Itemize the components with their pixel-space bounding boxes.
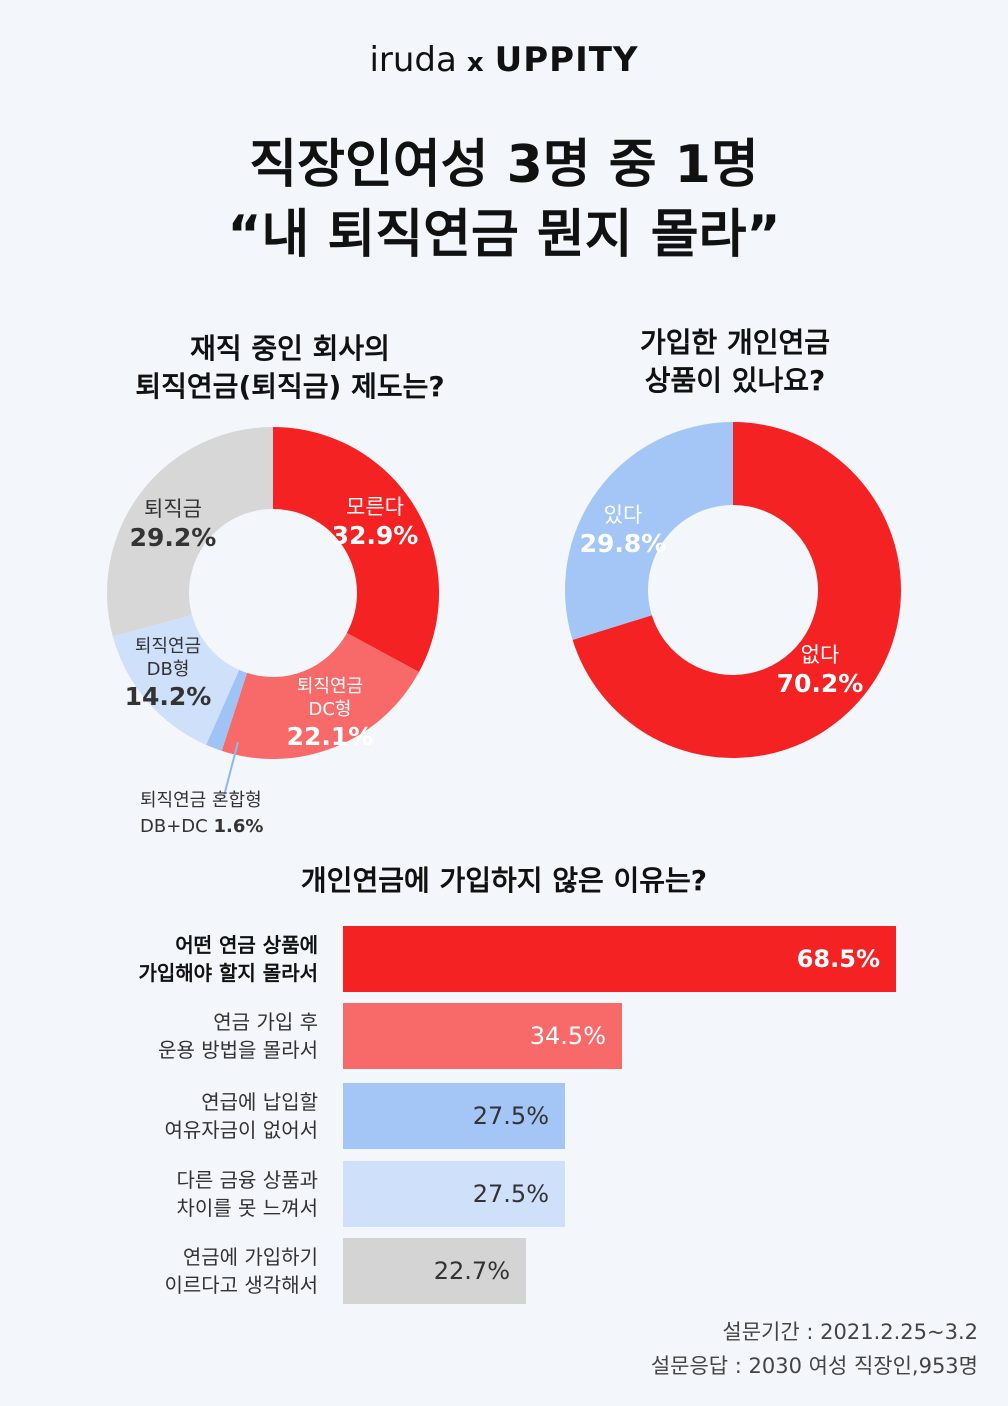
- bar-3: 27.5%: [343, 1161, 565, 1227]
- brand-iruda: iruda: [369, 40, 457, 80]
- bar-label-3-line2: 차이를 못 느껴서: [176, 1196, 318, 1220]
- bar-value-0: 68.5%: [796, 945, 880, 973]
- donut2-title: 가입한 개인연금 상품이 있나요?: [540, 324, 930, 400]
- bar-value-1: 34.5%: [529, 1022, 606, 1050]
- donut2-label-yes-value: 29.8%: [579, 529, 667, 559]
- donut2-label-no-text: 없다: [800, 643, 840, 667]
- donut1-label-unknown-text: 모른다: [346, 495, 404, 519]
- survey-respondents: 설문응답 : 2030 여성 직장인,953명: [650, 1354, 978, 1378]
- donut1-title-line2: 퇴직연금(퇴직금) 제도는?: [135, 370, 445, 403]
- donut2-label-no: 없다 70.2%: [765, 642, 875, 700]
- donut1-label-db-line1: 퇴직연금: [134, 636, 202, 657]
- donut1-label-severance-value: 29.2%: [129, 523, 217, 553]
- brand-x: x: [466, 48, 485, 78]
- donut1-label-severance: 퇴직금 29.2%: [118, 496, 228, 554]
- donut1-title-line1: 재직 중인 회사의: [190, 332, 390, 365]
- donut1-chart: [107, 422, 901, 797]
- bar-label-4-line2: 이르다고 생각해서: [164, 1273, 318, 1297]
- bar-label-2-line2: 여유자금이 없어서: [164, 1118, 318, 1142]
- donut1-label-db-value: 14.2%: [124, 682, 212, 711]
- bar-label-0-line1: 어떤 연금 상품에: [175, 933, 318, 957]
- donut2-label-yes-text: 있다: [603, 503, 643, 527]
- donut1-label-dc-value: 22.1%: [286, 722, 374, 751]
- bar-2: 27.5%: [343, 1083, 565, 1149]
- donut1-label-dc-line2: DC형: [308, 698, 352, 720]
- donut1-slice-2: [206, 669, 248, 751]
- bar-label-4-line1: 연금에 가입하기: [182, 1245, 318, 1269]
- donut1-label-unknown: 모른다 32.9%: [320, 494, 430, 552]
- bar-label-3-line1: 다른 금융 상품과: [176, 1168, 318, 1192]
- donut2-slice-0: [572, 422, 901, 758]
- bar-label-1-line1: 연금 가입 후: [213, 1010, 318, 1034]
- donut1-slice-4: [107, 427, 274, 637]
- donut1-label-mixed-value: 1.6%: [213, 816, 264, 837]
- bar-value-4: 22.7%: [433, 1257, 510, 1285]
- donut1-mixed-leader-line: [223, 741, 239, 797]
- donut1-slice-1: [221, 633, 419, 759]
- donut1-label-unknown-value: 32.9%: [331, 521, 419, 551]
- survey-period: 설문기간 : 2021.2.25~3.2: [722, 1320, 978, 1344]
- donut2-title-line1: 가입한 개인연금: [639, 326, 831, 359]
- donut1-slice-3: [112, 614, 240, 745]
- donut1-label-db-line2: DB형: [146, 658, 190, 680]
- bar-value-2: 27.5%: [472, 1102, 549, 1130]
- bar-0: 68.5%: [343, 926, 896, 992]
- donut2-label-no-value: 70.2%: [776, 669, 864, 699]
- bar-label-2-line1: 연급에 납입할: [201, 1090, 318, 1114]
- bar-4: 22.7%: [343, 1238, 526, 1304]
- donut1-label-mixed-line2: DB+DC 1.6%: [140, 814, 340, 840]
- main-title-line1: 직장인여성 3명 중 1명: [249, 135, 759, 195]
- main-title-line2: “내 퇴직연금 뭔지 몰라”: [227, 205, 781, 265]
- donut2-slice-1: [565, 422, 733, 640]
- donut1-label-db: 퇴직연금 DB형 14.2%: [118, 636, 218, 712]
- donut1-label-dc: 퇴직연금 DC형 22.1%: [280, 676, 380, 752]
- donut1-slice-0: [273, 427, 440, 673]
- donut1-label-severance-text: 퇴직금: [144, 497, 202, 521]
- donut1-label-dc-line1: 퇴직연금: [296, 676, 364, 697]
- bar-value-3: 27.5%: [472, 1180, 549, 1208]
- bar-label-1-line2: 운용 방법을 몰라서: [158, 1038, 318, 1062]
- donut1-label-mixed: 퇴직연금 혼합형 DB+DC 1.6%: [140, 788, 340, 840]
- donut2-label-yes: 있다 29.8%: [568, 502, 678, 560]
- donut1-label-mixed-line1: 퇴직연금 혼합형: [140, 790, 262, 811]
- brand-header: iruda x UPPITY: [0, 40, 1008, 80]
- donut2-title-line2: 상품이 있나요?: [644, 364, 826, 397]
- donut1-label-mixed-type: DB+DC: [140, 816, 208, 837]
- bars-title: 개인연금에 가입하지 않은 이유는?: [300, 864, 708, 897]
- brand-uppity: UPPITY: [494, 40, 639, 80]
- bar-1: 34.5%: [343, 1003, 622, 1069]
- donut1-title: 재직 중인 회사의 퇴직연금(퇴직금) 제도는?: [80, 330, 500, 406]
- bar-label-0-line2: 가입해야 할지 몰라서: [138, 961, 318, 985]
